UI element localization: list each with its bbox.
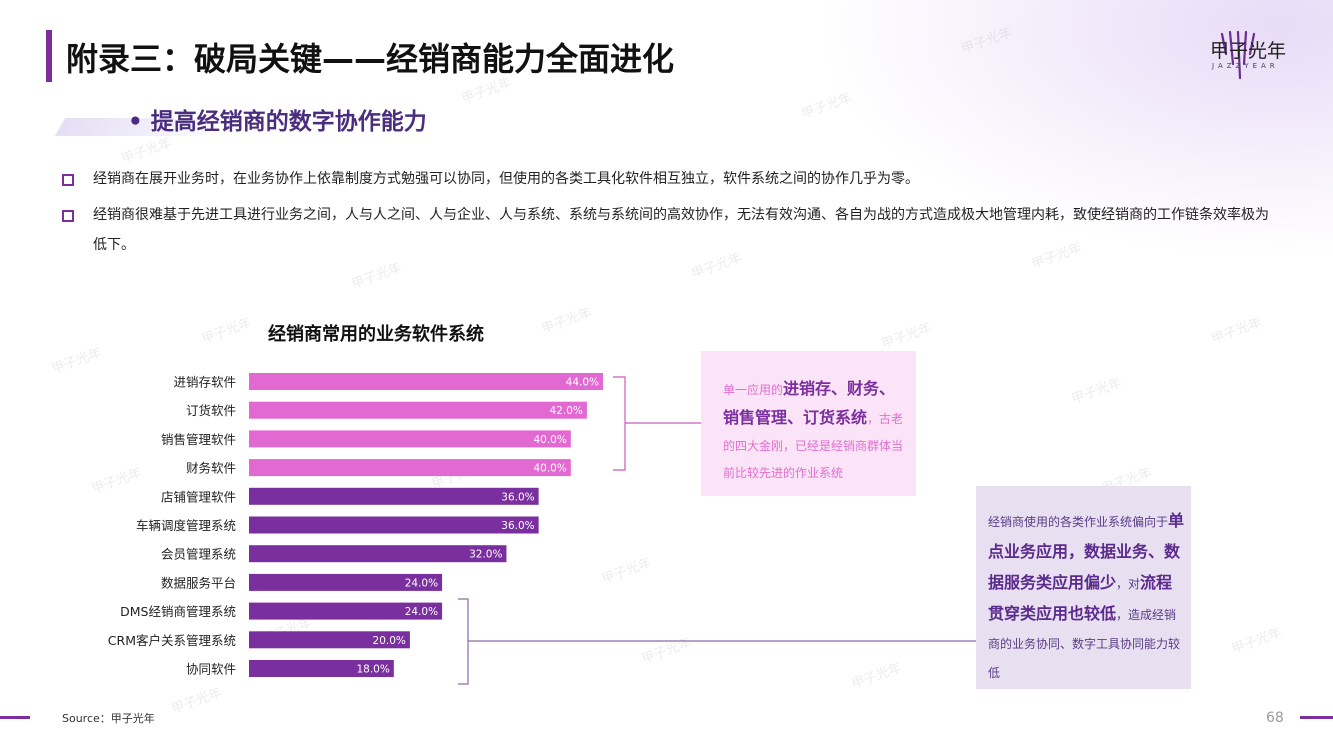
callout-bottom-bold1: 单点业务应用，数据业务、数据服务类应用偏少 [988,511,1185,592]
bar [249,545,507,563]
category-label: 财务软件 [186,461,236,476]
watermark: 甲子光年 [1209,315,1264,348]
callout-top-post: ，古老的四大金刚，已经是经销商群体当前比较先进的作业系统 [723,412,904,480]
bar [249,660,394,677]
callout-text-bottom: 经销商使用的各类作业系统偏向于单点业务应用，数据业务、数据服务类应用偏少，对流程… [988,506,1188,688]
bar [249,602,443,620]
category-label: CRM客户关系管理系统 [108,633,236,648]
bar-chart: 进销存软件 44.0% 订货软件 42.0% 销售管理软件 40.0% 财务软件 40.0% 店… [108,373,976,685]
category-label: 订货软件 [186,403,236,418]
page-title: 附录三：破局关键——经销商能力全面进化 [66,40,675,78]
watermark: 甲子光年 [349,260,404,293]
footer-accent-left [0,716,30,719]
section-subtitle-text: 提高经销商的数字协作能力 [150,109,427,135]
callout-bottom-pre: 经销商使用的各类作业系统偏向于 [988,515,1169,529]
callout-box-top: 单一应用的进销存、财务、销售管理、订货系统，古老的四大金刚，已经是经销商群体当前… [701,351,916,496]
category-label: 车辆调度管理系统 [136,518,236,533]
bullet-text: 经销商在展开业务时，在业务协作上依靠制度方式勉强可以协同，但使用的各类工具化软件… [93,171,919,187]
data-label: 18.0% [356,664,389,676]
data-label: 40.0% [533,434,566,446]
callout-bottom-post: ，造成经销商的业务协同、数字工具协同能力较低 [988,608,1181,680]
callout-top-bold: 进销存、财务、销售管理、订货系统 [723,379,896,427]
data-label: 42.0% [550,405,583,417]
watermark: 甲子光年 [1229,625,1284,658]
bar [249,631,410,649]
watermark: 甲子光年 [1069,375,1124,408]
bar [249,459,571,477]
bar [249,373,603,390]
title-accent-bar [46,30,52,82]
data-label: 20.0% [373,635,406,647]
category-label: 协同软件 [186,662,236,677]
bracket-top [613,376,626,471]
source-note: Source：甲子光年 [62,712,155,725]
bar [249,487,539,505]
data-label: 24.0% [405,606,438,618]
category-label: 数据服务平台 [161,575,236,590]
data-label: 24.0% [405,577,438,589]
data-label: 44.0% [566,377,599,389]
bullet-item-1: 经销商在展开业务时，在业务协作上依靠制度方式勉强可以协同，但使用的各类工具化软件… [62,164,1282,194]
category-label: DMS经销商管理系统 [120,604,236,619]
watermark: 甲子光年 [879,320,934,353]
callout-bottom-bold2: 流程贯穿类应用也较低 [988,573,1173,623]
page-number: 68 [1266,710,1284,726]
category-label: 会员管理系统 [161,547,236,562]
category-label: 销售管理软件 [161,432,236,447]
footer-accent-right [1300,716,1333,719]
category-label: 进销存软件 [173,375,236,390]
bar [249,430,571,448]
category-label: 店铺管理软件 [161,489,236,504]
brand-sub: JAZZYEAR [1212,62,1279,70]
bullet-dot-icon: • [128,109,151,135]
data-label: 36.0% [501,491,534,503]
bullet-item-2: 经销商很难基于先进工具进行业务之间，人与人之间、人与企业、人与系统、系统与系统间… [62,200,1282,260]
brand-logo-icon [1220,30,1256,80]
callout-top-pre: 单一应用的 [723,383,784,397]
bracket-bottom [458,598,469,685]
watermark: 甲子光年 [199,315,254,348]
section-subtitle: • 提高经销商的数字协作能力 [128,102,427,136]
bar [249,573,443,591]
callout-text-top: 单一应用的进销存、财务、销售管理、订货系统，古老的四大金刚，已经是经销商群体当前… [723,375,911,487]
square-bullet-icon [62,210,74,222]
chart-title: 经销商常用的业务软件系统 [268,324,484,345]
bullet-text: 经销商很难基于先进工具进行业务之间，人与人之间、人与企业、人与系统、系统与系统间… [93,207,1269,253]
watermark: 甲子光年 [119,135,174,168]
watermark: 甲子光年 [539,305,594,338]
bar [249,401,587,419]
data-label: 36.0% [501,520,534,532]
callout-bottom-mid: ，对 [1116,577,1141,591]
data-label: 40.0% [533,463,566,475]
bar [249,516,539,534]
square-bullet-icon [62,174,74,186]
callout-box-bottom: 经销商使用的各类作业系统偏向于单点业务应用，数据业务、数据服务类应用偏少，对流程… [976,486,1191,689]
data-label: 32.0% [469,549,502,561]
brand-name: 甲子光年 [1210,40,1287,62]
